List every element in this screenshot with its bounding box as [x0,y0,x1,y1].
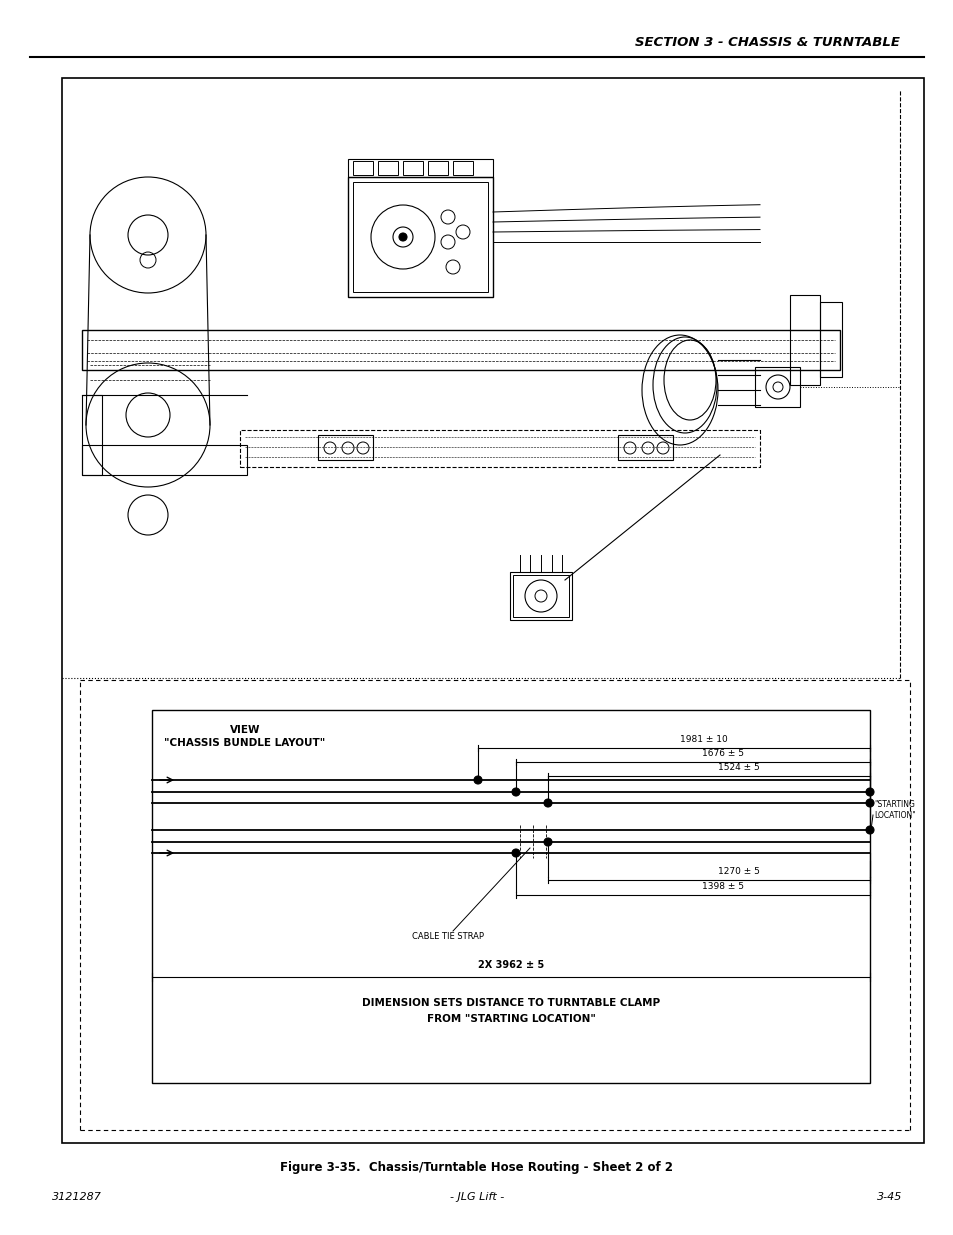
Circle shape [512,788,519,797]
Bar [348,159,493,177]
Circle shape [543,839,552,846]
Text: VIEW: VIEW [230,725,260,735]
Bar [82,445,247,475]
Circle shape [398,233,407,241]
Bar [62,78,923,1144]
Circle shape [512,848,519,857]
Bar [348,177,493,296]
Text: FROM "STARTING LOCATION": FROM "STARTING LOCATION" [426,1014,595,1024]
Text: 1676 ± 5: 1676 ± 5 [701,748,743,758]
Bar [353,182,488,291]
Text: 1270 ± 5: 1270 ± 5 [718,867,760,876]
Text: 3-45: 3-45 [876,1192,901,1202]
Bar [402,161,422,175]
Text: "STARTING
LOCATION": "STARTING LOCATION" [873,800,915,820]
Circle shape [865,788,873,797]
Circle shape [474,776,481,784]
Bar [820,303,841,377]
Bar [82,330,840,370]
Bar [789,295,820,385]
Text: Figure 3-35.  Chassis/Turntable Hose Routing - Sheet 2 of 2: Figure 3-35. Chassis/Turntable Hose Rout… [280,1161,673,1173]
Bar [240,430,760,467]
Text: 1524 ± 5: 1524 ± 5 [718,763,760,772]
Text: 3121287: 3121287 [52,1192,102,1202]
Bar [618,435,672,459]
Text: SECTION 3 - CHASSIS & TURNTABLE: SECTION 3 - CHASSIS & TURNTABLE [635,36,899,48]
Bar [453,161,473,175]
Text: CABLE TIE STRAP: CABLE TIE STRAP [412,932,483,941]
Text: 2X 3962 ± 5: 2X 3962 ± 5 [477,960,543,969]
Circle shape [865,826,873,834]
Bar [428,161,448,175]
Bar [82,395,102,475]
Bar [754,367,800,408]
Bar [377,161,397,175]
Bar [317,435,373,459]
Bar [353,161,373,175]
Text: - JLG Lift -: - JLG Lift - [450,1192,503,1202]
Bar [513,576,568,618]
Bar [152,710,869,1083]
Circle shape [865,799,873,806]
Text: "CHASSIS BUNDLE LAYOUT": "CHASSIS BUNDLE LAYOUT" [164,739,325,748]
Text: 1398 ± 5: 1398 ± 5 [701,882,743,890]
Circle shape [543,799,552,806]
Bar [510,572,572,620]
Text: DIMENSION SETS DISTANCE TO TURNTABLE CLAMP: DIMENSION SETS DISTANCE TO TURNTABLE CLA… [361,998,659,1008]
Text: 1981 ± 10: 1981 ± 10 [679,735,727,743]
